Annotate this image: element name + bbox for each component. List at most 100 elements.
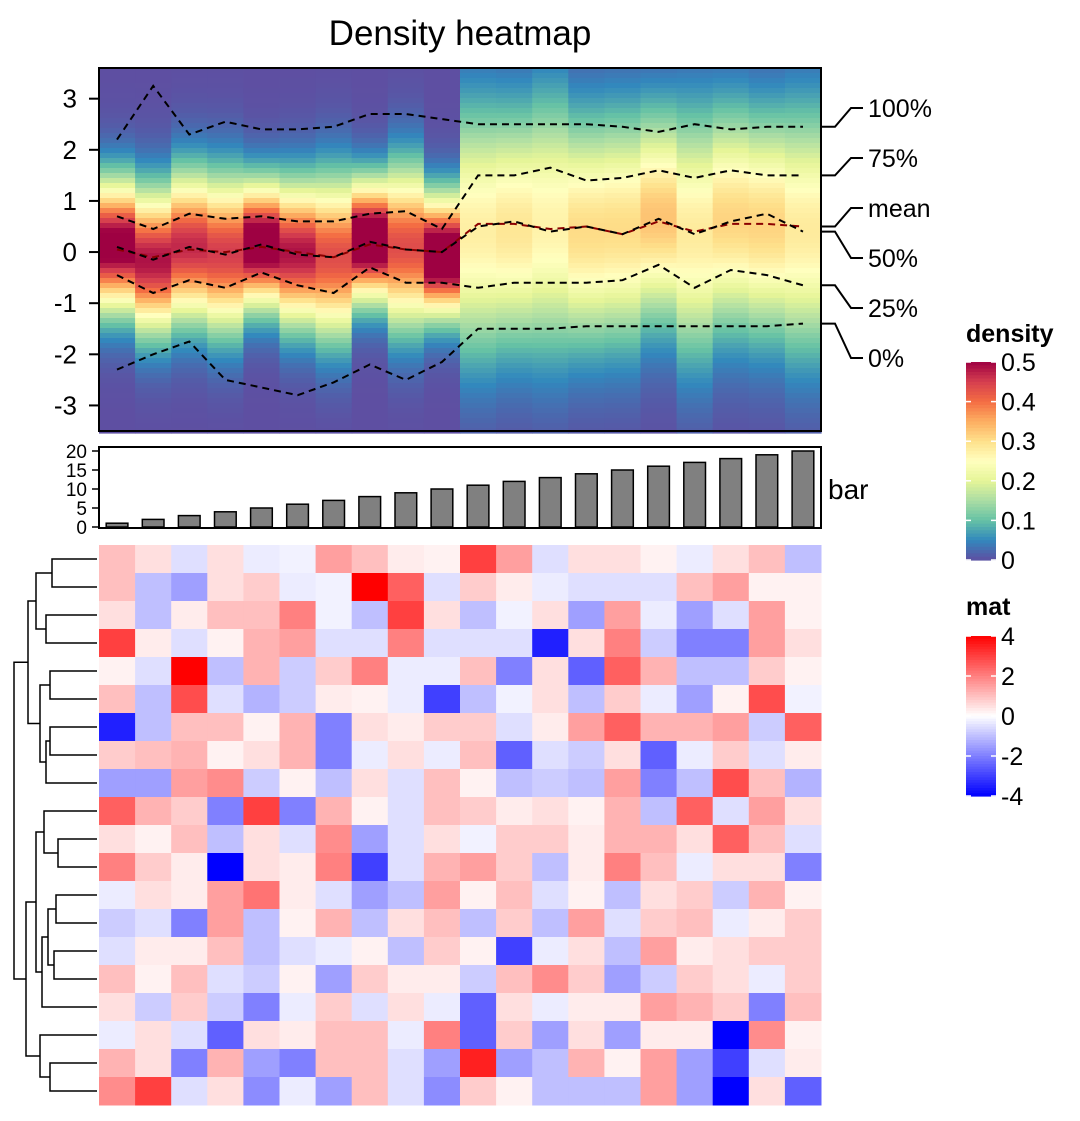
density-legend-swatch <box>966 533 996 538</box>
density-cell <box>315 113 353 119</box>
density-cell <box>604 108 642 114</box>
density-cell <box>568 153 605 159</box>
matrix-cell <box>423 629 461 658</box>
density-cell <box>712 103 750 109</box>
density-cell <box>784 188 822 194</box>
density-cell <box>99 233 136 239</box>
mat-legend-swatch <box>966 745 996 749</box>
density-cell <box>171 138 208 144</box>
density-cell <box>748 138 786 144</box>
matrix-cell <box>243 965 280 994</box>
density-cell <box>460 423 497 429</box>
density-cell <box>532 138 569 144</box>
dendrogram-branch <box>49 726 97 756</box>
matrix-cell <box>423 853 461 882</box>
matrix-cell <box>676 713 714 742</box>
matrix-cell <box>748 909 786 938</box>
density-cell <box>279 123 317 129</box>
matrix-cell <box>423 1049 461 1078</box>
density-cell <box>532 68 569 74</box>
matrix-cell <box>676 937 714 966</box>
density-legend-swatch <box>966 431 996 436</box>
density-cell <box>748 303 786 309</box>
density-cell <box>243 158 281 164</box>
density-cell <box>135 103 172 109</box>
matrix-cell <box>279 657 317 686</box>
density-cell <box>279 188 317 194</box>
density-cell <box>351 398 389 404</box>
density-cell <box>243 78 281 84</box>
density-cell <box>243 153 281 159</box>
density-cell <box>351 393 389 399</box>
density-cell <box>568 233 605 239</box>
bar <box>646 465 671 528</box>
density-legend-swatch <box>966 457 996 462</box>
density-cell <box>568 98 605 104</box>
matrix-cell <box>604 825 641 854</box>
density-cell <box>640 103 678 109</box>
density-cell <box>460 368 497 374</box>
density-cell <box>712 328 750 334</box>
density-cell <box>279 278 317 284</box>
density-cell <box>135 338 172 344</box>
density-cell <box>99 318 136 324</box>
density-cell <box>243 173 281 179</box>
density-cell <box>135 248 172 254</box>
mat-legend-swatch <box>966 700 996 704</box>
density-cell <box>207 323 244 329</box>
density-cell <box>496 328 533 334</box>
density-cell <box>748 258 786 264</box>
matrix-cell <box>784 685 822 714</box>
density-cell <box>243 388 281 394</box>
density-cell <box>568 218 605 224</box>
quantile-connector <box>821 230 863 259</box>
row-dendrogram <box>13 558 97 1092</box>
matrix-cell <box>496 797 533 826</box>
matrix-cell <box>171 657 208 686</box>
density-cell <box>532 248 569 254</box>
matrix-cell <box>243 657 280 686</box>
density-cell <box>135 298 172 304</box>
density-cell <box>604 198 642 204</box>
matrix-cell <box>748 545 786 574</box>
density-cell <box>243 113 281 119</box>
density-cell <box>532 373 569 379</box>
density-cell <box>496 73 533 79</box>
matrix-cell <box>532 685 569 714</box>
density-cell <box>568 133 605 139</box>
matrix-cell <box>640 657 678 686</box>
density-cell <box>712 348 750 354</box>
density-cell <box>171 218 208 224</box>
density-cell <box>568 168 605 174</box>
density-cell <box>784 388 822 394</box>
density-cell <box>676 113 714 119</box>
density-cell <box>135 213 172 219</box>
matrix-cell <box>460 853 497 882</box>
matrix-cell <box>351 797 389 826</box>
density-cell <box>351 223 389 229</box>
density-cell <box>568 368 605 374</box>
density-cell <box>748 203 786 209</box>
matrix-cell <box>243 685 280 714</box>
matrix-cell <box>243 1049 280 1078</box>
density-cell <box>171 258 208 264</box>
density-cell <box>207 373 244 379</box>
density-cell <box>712 423 750 429</box>
matrix-cell <box>640 601 678 630</box>
mat-legend-swatch <box>966 758 996 762</box>
bar <box>683 461 707 528</box>
density-cell <box>712 388 750 394</box>
density-cell <box>99 413 136 419</box>
matrix-cell <box>387 797 425 826</box>
mat-legend-swatch <box>966 697 996 701</box>
density-cell <box>207 288 244 294</box>
matrix-cell <box>207 881 244 910</box>
density-cell <box>99 168 136 174</box>
density-cell <box>748 423 786 429</box>
matrix-cell <box>279 741 317 770</box>
density-cell <box>387 243 425 249</box>
density-cell <box>604 253 642 259</box>
density-cell <box>676 118 714 124</box>
density-cell <box>135 133 172 139</box>
density-cell <box>99 363 136 369</box>
